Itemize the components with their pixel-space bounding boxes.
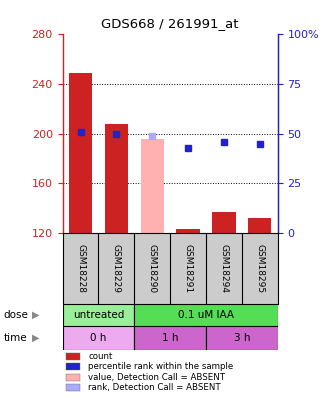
Text: GSM18228: GSM18228 — [76, 244, 85, 293]
Text: GSM18294: GSM18294 — [219, 244, 229, 293]
Bar — [134, 326, 206, 350]
Text: 0 h: 0 h — [90, 333, 107, 343]
Bar — [212, 212, 236, 233]
Text: GSM18290: GSM18290 — [148, 244, 157, 293]
Bar — [63, 326, 134, 350]
Text: dose: dose — [3, 310, 28, 320]
Bar — [69, 73, 92, 233]
Text: GSM18229: GSM18229 — [112, 244, 121, 293]
Text: value, Detection Call = ABSENT: value, Detection Call = ABSENT — [88, 373, 225, 382]
Bar — [177, 229, 200, 233]
Bar — [206, 326, 278, 350]
Bar — [63, 304, 134, 326]
Text: rank, Detection Call = ABSENT: rank, Detection Call = ABSENT — [88, 384, 221, 392]
Title: GDS668 / 261991_at: GDS668 / 261991_at — [101, 17, 239, 30]
Text: 1 h: 1 h — [162, 333, 178, 343]
Text: GSM18295: GSM18295 — [255, 244, 264, 293]
Bar — [248, 218, 271, 233]
Text: ▶: ▶ — [31, 310, 39, 320]
Text: percentile rank within the sample: percentile rank within the sample — [88, 362, 233, 371]
Text: 3 h: 3 h — [234, 333, 250, 343]
Bar — [141, 139, 164, 233]
Bar — [105, 124, 128, 233]
Text: untreated: untreated — [73, 310, 124, 320]
Text: count: count — [88, 352, 113, 361]
Text: time: time — [3, 333, 27, 343]
Text: GSM18291: GSM18291 — [184, 244, 193, 293]
Text: 0.1 uM IAA: 0.1 uM IAA — [178, 310, 234, 320]
Text: ▶: ▶ — [31, 333, 39, 343]
Bar — [134, 304, 278, 326]
